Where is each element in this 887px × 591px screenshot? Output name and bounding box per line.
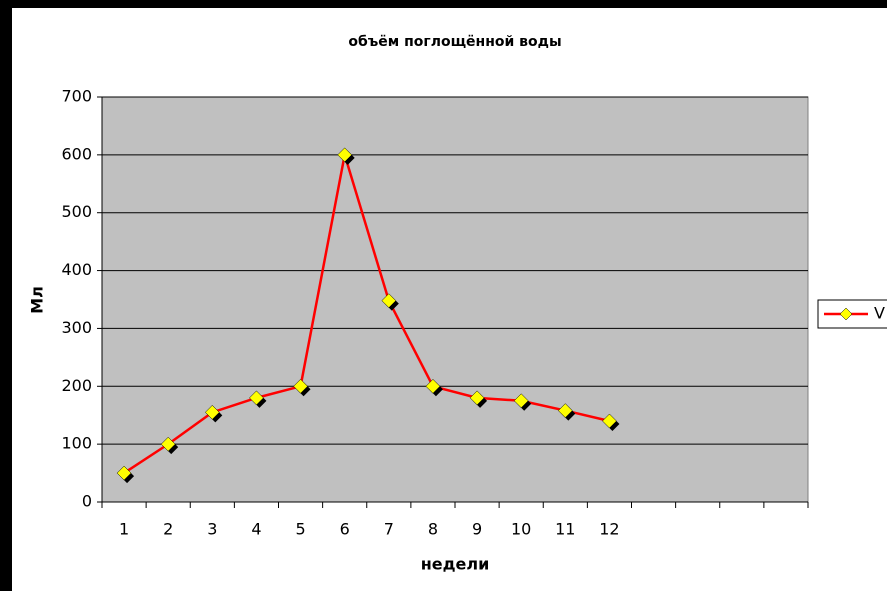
x-tick-label: 3 — [207, 520, 217, 539]
chart-title: объём поглощённой воды — [348, 34, 561, 50]
x-tick-label: 11 — [555, 520, 575, 539]
y-tick-label: 500 — [61, 202, 92, 221]
y-tick-label: 400 — [61, 260, 92, 279]
x-tick-label: 2 — [163, 520, 173, 539]
y-tick-label: 600 — [61, 144, 92, 163]
y-tick-label: 0 — [82, 492, 92, 511]
chart: объём поглощённой воды недели Мл 0 100 200… — [0, 0, 887, 591]
x-tick-label: 6 — [340, 520, 350, 539]
x-tick-label: 5 — [295, 520, 305, 539]
y-tick-label: 200 — [61, 376, 92, 395]
x-tick-label: 7 — [384, 520, 394, 539]
plot-area — [102, 97, 808, 502]
y-tick-label: 300 — [61, 318, 92, 337]
legend-label: V — [874, 304, 885, 323]
y-tick-label: 700 — [61, 87, 92, 106]
y-axis-label: Мл — [28, 286, 47, 314]
x-tick-label: 10 — [511, 520, 531, 539]
x-tick-label: 4 — [251, 520, 261, 539]
x-tick-label: 8 — [428, 520, 438, 539]
x-tick-label: 9 — [472, 520, 482, 539]
x-tick-label: 12 — [599, 520, 619, 539]
y-tick-label: 100 — [61, 434, 92, 453]
x-tick-label: 1 — [119, 520, 129, 539]
x-axis-label: недели — [421, 555, 490, 574]
page: объём поглощённой воды недели Мл 0 100 200… — [0, 0, 887, 591]
